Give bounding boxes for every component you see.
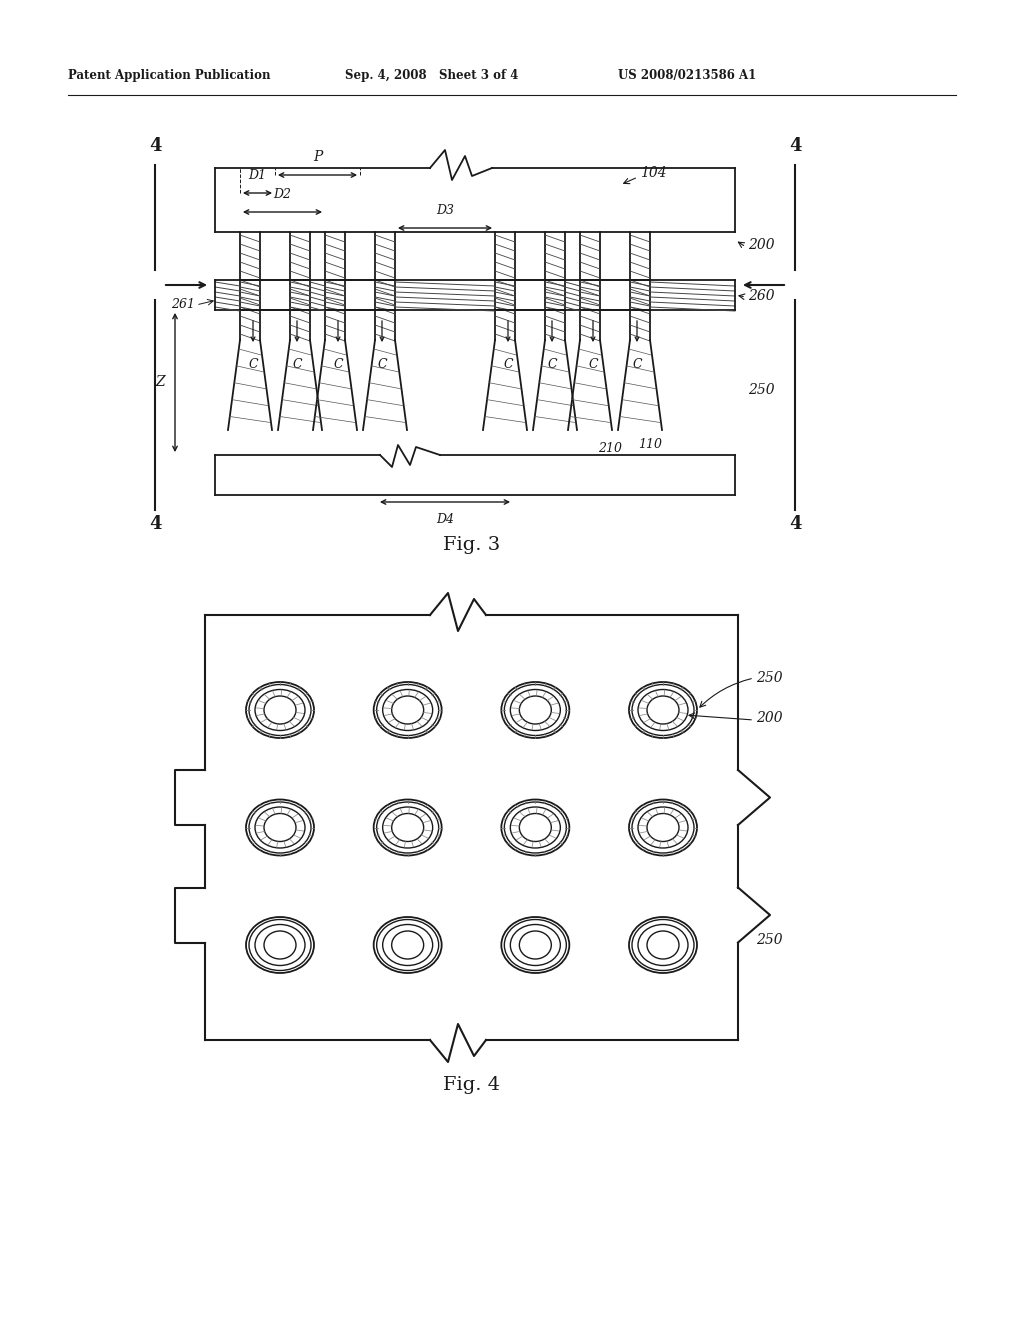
Text: D2: D2 xyxy=(273,187,292,201)
Text: C: C xyxy=(632,358,642,371)
Ellipse shape xyxy=(264,813,296,842)
Text: 250: 250 xyxy=(756,671,782,685)
Text: D3: D3 xyxy=(436,205,454,216)
Text: 4: 4 xyxy=(788,137,801,154)
Text: C: C xyxy=(503,358,513,371)
Ellipse shape xyxy=(519,931,551,960)
Text: C: C xyxy=(588,358,598,371)
Text: 4: 4 xyxy=(148,515,161,533)
Ellipse shape xyxy=(519,813,551,842)
Text: Fig. 4: Fig. 4 xyxy=(443,1076,501,1094)
Text: 104: 104 xyxy=(640,166,667,180)
Text: 4: 4 xyxy=(788,515,801,533)
Text: C: C xyxy=(248,358,258,371)
Text: 250: 250 xyxy=(756,933,782,946)
Text: D4: D4 xyxy=(436,513,454,525)
Text: 260: 260 xyxy=(748,289,774,304)
Text: 4: 4 xyxy=(148,137,161,154)
Ellipse shape xyxy=(647,931,679,960)
Text: C: C xyxy=(292,358,302,371)
Text: 210: 210 xyxy=(598,441,622,454)
Text: 250: 250 xyxy=(748,383,774,397)
Ellipse shape xyxy=(647,813,679,842)
Text: US 2008/0213586 A1: US 2008/0213586 A1 xyxy=(618,69,757,82)
Text: C: C xyxy=(377,358,387,371)
Ellipse shape xyxy=(264,696,296,723)
Text: 110: 110 xyxy=(638,438,662,451)
Text: C: C xyxy=(333,358,343,371)
Text: 200: 200 xyxy=(756,711,782,725)
Ellipse shape xyxy=(264,931,296,960)
Text: Z: Z xyxy=(156,375,165,389)
Text: Patent Application Publication: Patent Application Publication xyxy=(68,69,270,82)
Ellipse shape xyxy=(391,931,424,960)
Ellipse shape xyxy=(519,696,551,723)
Ellipse shape xyxy=(647,696,679,723)
Text: P: P xyxy=(312,150,323,164)
Text: 261: 261 xyxy=(171,298,195,312)
Ellipse shape xyxy=(391,813,424,842)
Text: Sep. 4, 2008   Sheet 3 of 4: Sep. 4, 2008 Sheet 3 of 4 xyxy=(345,69,518,82)
Ellipse shape xyxy=(391,696,424,723)
Text: C: C xyxy=(547,358,557,371)
Text: Fig. 3: Fig. 3 xyxy=(443,536,501,554)
Text: D1: D1 xyxy=(249,169,266,182)
Text: 200: 200 xyxy=(748,238,774,252)
